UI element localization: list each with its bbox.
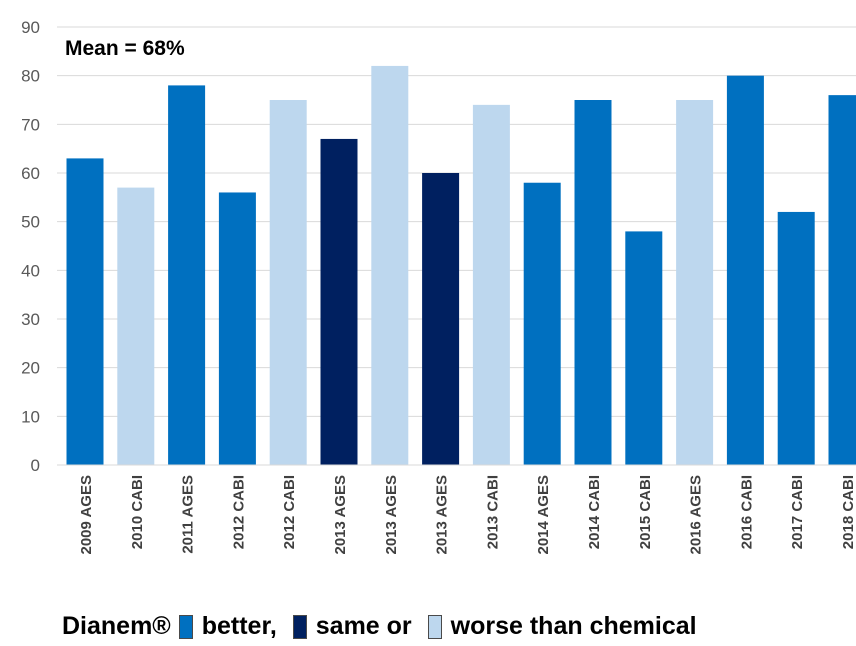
legend-label-worse: worse than chemical (450, 612, 697, 640)
x-tick-label: 2016 CABI (738, 475, 755, 549)
y-tick-label: 90 (21, 18, 40, 37)
x-tick-label: 2013 CABI (484, 475, 501, 549)
x-tick-label: 2017 CABI (789, 475, 806, 549)
x-tick-label: 2012 CABI (281, 475, 298, 549)
bar (523, 182, 561, 465)
legend-swatch-worse (427, 614, 442, 639)
bar (726, 75, 764, 466)
y-tick-label: 0 (31, 456, 40, 475)
y-tick-label: 20 (21, 359, 40, 378)
x-axis-ticks: 2009 AGES 2010 CABI 2011 AGES 2012 CABI 2012… (78, 475, 856, 555)
bar (371, 65, 409, 465)
legend-swatch-same (292, 614, 307, 639)
x-tick-label: 2013 AGES (383, 475, 400, 555)
x-tick-label: 2011 AGES (180, 475, 197, 554)
x-tick-label: 2015 CABI (637, 475, 654, 549)
y-tick-label: 60 (21, 164, 40, 183)
bar (828, 95, 856, 465)
y-tick-label: 50 (21, 213, 40, 232)
legend-label-better: better, (201, 612, 277, 640)
x-tick-label: 2010 CABI (129, 475, 146, 549)
y-tick-label: 30 (21, 310, 40, 329)
y-tick-label: 70 (21, 115, 40, 134)
legend-swatch-better (178, 614, 193, 639)
y-tick-label: 80 (21, 67, 40, 86)
x-tick-label: 2009 AGES (78, 475, 95, 555)
bar (117, 187, 155, 465)
bars (66, 65, 856, 466)
x-tick-label: 2013 AGES (332, 475, 349, 555)
y-axis-ticks: 0 10 20 30 40 50 60 70 80 90 (21, 18, 40, 475)
y-tick-label: 10 (21, 407, 40, 426)
bar (777, 211, 815, 465)
bar (269, 100, 307, 465)
y-tick-label: 40 (21, 261, 40, 280)
bar (676, 100, 714, 465)
bar (218, 192, 256, 465)
bar (66, 158, 104, 465)
legend-label-same: same or (315, 612, 412, 640)
bar (472, 104, 510, 465)
bar (574, 100, 612, 465)
x-tick-label: 2014 AGES (535, 475, 552, 555)
bar (422, 173, 460, 465)
x-tick-label: 2016 AGES (688, 475, 705, 555)
x-tick-label: 2018 CABI (840, 475, 856, 549)
mean-annotation: Mean = 68% (65, 37, 185, 60)
x-tick-label: 2013 AGES (434, 475, 451, 555)
bar (168, 85, 206, 466)
x-tick-label: 2014 CABI (586, 475, 603, 549)
bar (320, 138, 358, 465)
legend-prefix: Dianem® (62, 612, 171, 640)
bar (625, 231, 663, 465)
x-tick-label: 2012 CABI (230, 475, 247, 549)
legend: Dianem® better, same or worse than chemi… (62, 612, 697, 641)
